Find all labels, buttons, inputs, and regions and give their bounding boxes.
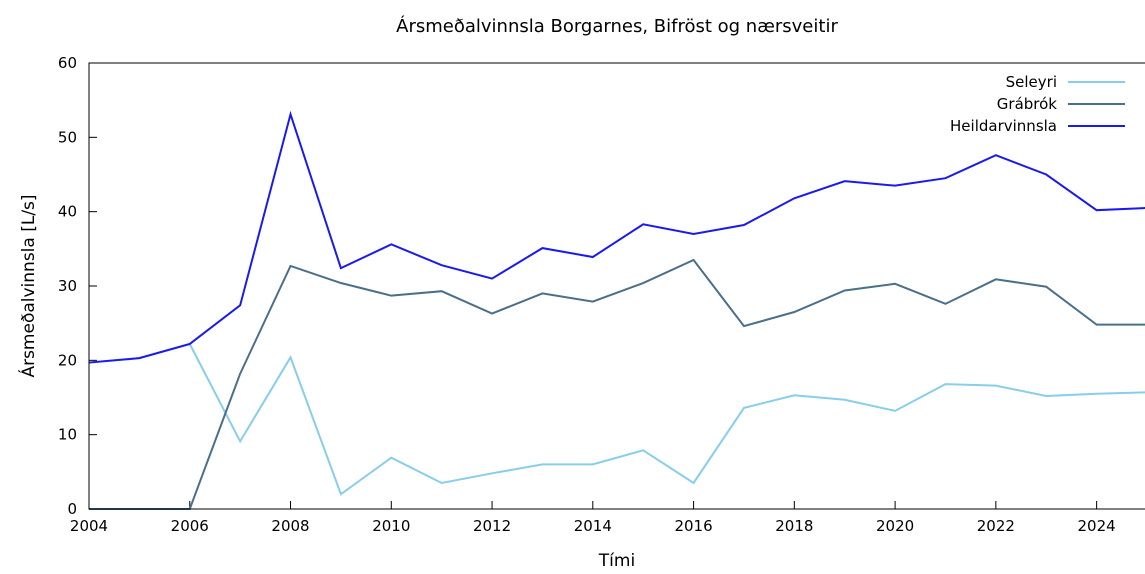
y-tick-label: 20 <box>58 351 77 369</box>
x-tick-label: 2020 <box>876 517 914 535</box>
x-tick-label: 2022 <box>977 517 1015 535</box>
x-tick-label: 2016 <box>674 517 712 535</box>
y-axis-label: Ársmeðalvinnsla [L/s] <box>17 194 39 377</box>
y-tick-label: 40 <box>58 203 77 221</box>
x-tick-label: 2010 <box>372 517 410 535</box>
y-tick-label: 60 <box>58 54 77 72</box>
x-tick-label: 2008 <box>271 517 309 535</box>
x-tick-label: 2004 <box>70 517 108 535</box>
x-tick-label: 2018 <box>775 517 813 535</box>
chart-title: Ársmeðalvinnsla Borgarnes, Bifröst og næ… <box>396 15 838 37</box>
legend-label: Grábrók <box>997 95 1058 113</box>
series-line <box>89 258 1145 510</box>
legend-label: Heildarvinnsla <box>950 117 1057 135</box>
y-tick-label: 50 <box>58 128 77 146</box>
y-tick-label: 0 <box>67 500 77 518</box>
x-tick-label: 2014 <box>574 517 612 535</box>
x-axis-label: Tími <box>598 551 635 571</box>
x-tick-label: 2012 <box>473 517 511 535</box>
y-tick-label: 10 <box>58 426 77 444</box>
plot-frame <box>88 62 1145 510</box>
series-line <box>88 342 1145 496</box>
y-tick-label: 30 <box>58 277 77 295</box>
x-tick-label: 2024 <box>1078 517 1116 535</box>
series-line <box>88 110 1145 364</box>
legend-label: Seleyri <box>1006 73 1057 91</box>
x-tick-label: 2006 <box>171 517 209 535</box>
